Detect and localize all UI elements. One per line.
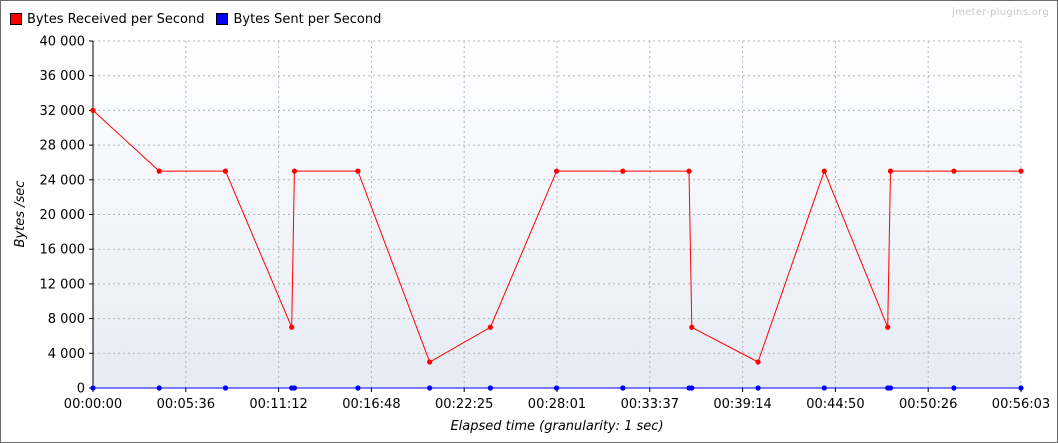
data-point-bytes-sent-per-second bbox=[90, 385, 96, 391]
data-point-bytes-received-per-second bbox=[1018, 168, 1024, 174]
y-tick-label: 8 000 bbox=[48, 312, 85, 327]
legend-item-received[interactable]: Bytes Received per Second bbox=[10, 12, 204, 27]
data-point-bytes-received-per-second bbox=[90, 107, 96, 113]
series bbox=[90, 107, 1024, 391]
data-point-bytes-sent-per-second bbox=[689, 385, 695, 391]
data-point-bytes-sent-per-second bbox=[355, 385, 361, 391]
legend: Bytes Received per Second Bytes Sent per… bbox=[10, 10, 393, 28]
series-line-bytes-received-per-second bbox=[92, 110, 1021, 363]
data-point-bytes-received-per-second bbox=[755, 359, 761, 365]
x-ticks: 00:00:00 00:05:36 00:11:12 00:16:48 00:22:25… bbox=[64, 388, 1050, 412]
x-tick-label: 00:16:48 bbox=[342, 397, 400, 412]
y-tick-label: 40 000 bbox=[40, 35, 86, 50]
data-point-bytes-received-per-second bbox=[291, 168, 298, 174]
y-tick-label: 28 000 bbox=[40, 139, 86, 154]
legend-swatch-blue bbox=[216, 13, 229, 25]
y-tick-label: 4 000 bbox=[48, 347, 85, 362]
y-axis-label: Bytes /sec bbox=[13, 181, 28, 248]
data-point-bytes-received-per-second bbox=[686, 168, 692, 174]
y-tick-label: 12 000 bbox=[40, 277, 86, 292]
x-tick-label: 00:28:01 bbox=[528, 397, 586, 412]
data-point-bytes-sent-per-second bbox=[821, 385, 827, 391]
data-point-bytes-sent-per-second bbox=[755, 385, 761, 391]
legend-swatch-red bbox=[10, 13, 22, 25]
data-point-bytes-received-per-second bbox=[289, 324, 295, 330]
watermark: jmeter-plugins.org bbox=[952, 7, 1049, 18]
data-point-bytes-sent-per-second bbox=[553, 385, 560, 391]
data-point-bytes-received-per-second bbox=[885, 324, 891, 330]
x-tick-label: 00:56:03 bbox=[992, 397, 1050, 412]
y-tick-label: 0 bbox=[77, 382, 85, 397]
plot-area bbox=[93, 41, 1021, 388]
x-tick-label: 00:50:26 bbox=[899, 397, 957, 412]
x-tick-label: 00:22:25 bbox=[435, 397, 493, 412]
y-ticks: 0 4 000 8 000 12 000 16 000 20 000 24 000 28 00… bbox=[40, 35, 93, 397]
data-point-bytes-sent-per-second bbox=[222, 385, 229, 391]
legend-label: Bytes Sent per Second bbox=[233, 11, 382, 27]
data-point-bytes-received-per-second bbox=[821, 168, 827, 174]
x-tick-label: 00:00:00 bbox=[64, 397, 122, 412]
data-point-bytes-sent-per-second bbox=[427, 385, 433, 391]
legend-item-sent[interactable]: Bytes Sent per Second bbox=[216, 12, 381, 27]
y-tick-label: 24 000 bbox=[40, 173, 86, 188]
legend-label: Bytes Received per Second bbox=[27, 11, 205, 27]
data-point-bytes-sent-per-second bbox=[487, 385, 493, 391]
data-point-bytes-received-per-second bbox=[689, 324, 695, 330]
y-tick-label: 32 000 bbox=[40, 104, 86, 119]
data-point-bytes-received-per-second bbox=[427, 359, 433, 365]
data-point-bytes-received-per-second bbox=[620, 168, 626, 174]
x-tick-label: 00:33:37 bbox=[621, 397, 679, 412]
data-point-bytes-sent-per-second bbox=[291, 385, 298, 391]
data-point-bytes-sent-per-second bbox=[620, 385, 626, 391]
data-point-bytes-sent-per-second bbox=[156, 385, 162, 391]
data-point-bytes-received-per-second bbox=[887, 168, 894, 174]
x-tick-label: 00:44:50 bbox=[806, 397, 864, 412]
data-point-bytes-sent-per-second bbox=[951, 385, 957, 391]
x-tick-label: 00:05:36 bbox=[157, 397, 215, 412]
x-tick-label: 00:11:12 bbox=[249, 397, 307, 412]
data-point-bytes-received-per-second bbox=[156, 168, 162, 174]
data-point-bytes-received-per-second bbox=[553, 168, 560, 174]
data-point-bytes-received-per-second bbox=[222, 168, 229, 174]
x-tick-label: 00:39:14 bbox=[713, 397, 771, 412]
y-tick-label: 20 000 bbox=[40, 208, 86, 223]
data-point-bytes-sent-per-second bbox=[1018, 385, 1024, 391]
data-point-bytes-received-per-second bbox=[951, 168, 957, 174]
y-tick-label: 16 000 bbox=[40, 243, 86, 258]
x-axis-label: Elapsed time (granularity: 1 sec) bbox=[450, 419, 663, 434]
data-point-bytes-received-per-second bbox=[487, 324, 493, 330]
data-point-bytes-received-per-second bbox=[355, 168, 361, 174]
data-point-bytes-sent-per-second bbox=[887, 385, 894, 391]
y-tick-label: 36 000 bbox=[40, 69, 86, 84]
